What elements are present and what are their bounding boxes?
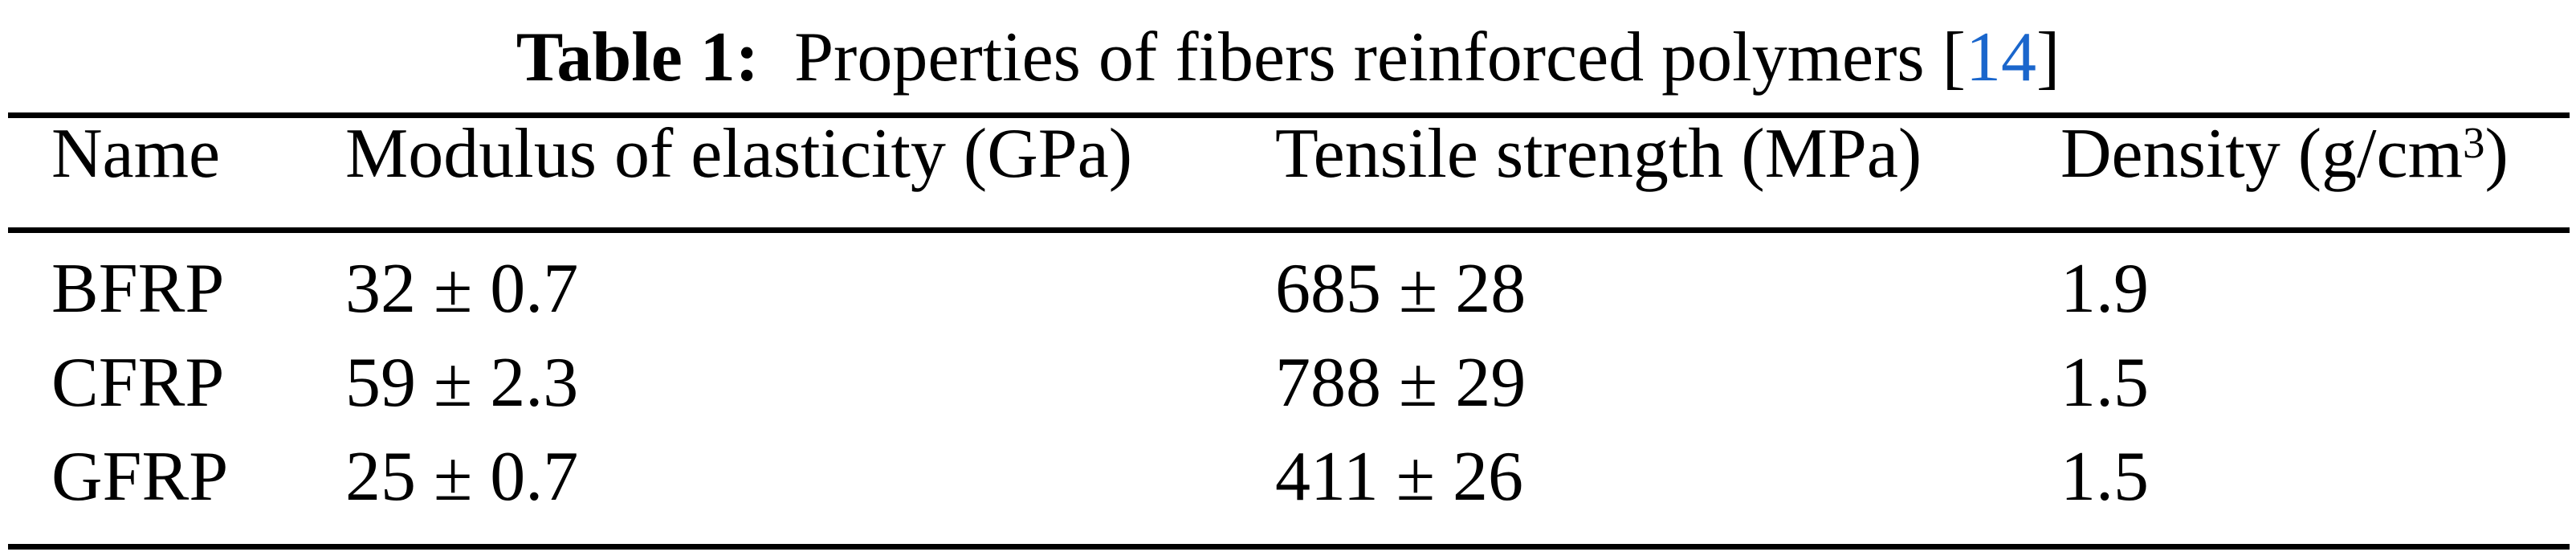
- cell-tensile: 788 ± 29: [1275, 344, 1526, 422]
- top-rule: [8, 112, 2570, 118]
- cell-density: 1.5: [2060, 344, 2149, 422]
- header-tensile: Tensile strength (MPa): [1275, 115, 1922, 193]
- header-rule: [8, 227, 2570, 233]
- header-density-exponent: 3: [2463, 118, 2485, 167]
- header-density-text: Density (g/cm: [2060, 115, 2464, 193]
- cell-modulus: 25 ± 0.7: [345, 438, 579, 516]
- cell-modulus: 32 ± 0.7: [345, 250, 579, 328]
- cell-modulus: 59 ± 2.3: [345, 344, 579, 422]
- header-modulus: Modulus of elasticity (GPa): [345, 115, 1133, 193]
- table-caption: Table 1: Properties of fibers reinforced…: [0, 18, 2576, 98]
- cell-tensile: 411 ± 26: [1275, 438, 1524, 516]
- cell-name: GFRP: [51, 438, 229, 516]
- caption-close: ]: [2036, 18, 2060, 96]
- header-density-close: ): [2484, 115, 2509, 193]
- citation-link[interactable]: 14: [1965, 18, 2036, 96]
- cell-name: CFRP: [51, 344, 225, 422]
- bottom-rule: [8, 544, 2570, 550]
- cell-density: 1.5: [2060, 438, 2149, 516]
- caption-text: Properties of fibers reinforced polymers…: [794, 18, 1966, 96]
- cell-name: BFRP: [51, 250, 225, 328]
- header-density: Density (g/cm3): [2060, 114, 2509, 194]
- cell-density: 1.9: [2060, 250, 2149, 328]
- header-name: Name: [51, 115, 221, 193]
- cell-tensile: 685 ± 28: [1275, 250, 1526, 328]
- caption-label: Table 1:: [516, 18, 760, 96]
